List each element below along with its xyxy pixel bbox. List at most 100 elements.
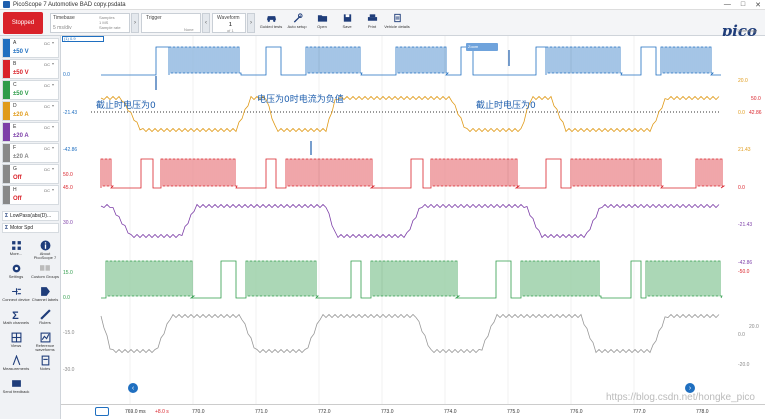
channel-b[interactable]: B ±50 V DC ▾: [2, 59, 59, 79]
chevron-down-icon[interactable]: ▾: [52, 61, 55, 66]
channel-g[interactable]: G Off DC ▾: [2, 164, 59, 184]
oscilloscope-plot[interactable]: (1) 0.9 Zoom 截止时电压为0 电压为0时电流为负值 截止时电压为0 …: [61, 36, 765, 419]
channel-coupling[interactable]: DC: [44, 62, 50, 67]
minimize-button[interactable]: —: [723, 1, 731, 8]
math-channel-label: LowPass(abs(D)...: [10, 213, 52, 219]
ruler-tag[interactable]: (1) 0.9: [62, 36, 104, 42]
side-tool-channel-labels[interactable]: Channel labels: [31, 284, 59, 312]
waveform-next-button[interactable]: ›: [247, 13, 255, 33]
time-tick: 777.0: [633, 409, 646, 415]
chevron-down-icon[interactable]: ▾: [52, 82, 55, 87]
scroll-left-button[interactable]: ‹: [128, 383, 138, 393]
chevron-down-icon[interactable]: ▾: [52, 103, 55, 108]
annotation-3: 截止时电压为0: [476, 101, 536, 111]
math-channel-2[interactable]: Σ Motor Spd: [2, 223, 59, 233]
channel-coupling[interactable]: DC: [44, 167, 50, 172]
side-tool-measurements[interactable]: Measurements: [2, 353, 30, 381]
chevron-down-icon[interactable]: ▾: [52, 40, 55, 45]
channel-d-trace: [100, 95, 720, 133]
chevron-down-icon[interactable]: ▾: [52, 166, 55, 171]
right-axis-tick: 0.0: [738, 110, 745, 116]
channel-coupling[interactable]: DC: [44, 125, 50, 130]
time-tick: 772.0: [318, 409, 331, 415]
auto-setup-button[interactable]: Auto setup: [284, 13, 310, 33]
side-tool-label: Views: [10, 343, 22, 348]
channel-c[interactable]: C ±50 V DC ▾: [2, 80, 59, 100]
trigger-prev-button[interactable]: ‹: [202, 13, 210, 33]
timebase-next-button[interactable]: ›: [131, 13, 139, 33]
side-tool-label: About PicoScope 7: [33, 251, 57, 260]
car-icon: [266, 16, 276, 22]
channel-coupling[interactable]: DC: [44, 41, 50, 46]
timebase-control[interactable]: Timebase 5 ms/div Samples 1 MS Sample ra…: [50, 13, 130, 33]
run-stop-button[interactable]: Stopped: [3, 12, 43, 34]
channel-f[interactable]: F ±20 A DC ▾: [2, 143, 59, 163]
channel-range[interactable]: ±20 A: [13, 112, 29, 118]
channel-coupling[interactable]: DC: [44, 104, 50, 109]
print-button[interactable]: Print: [359, 13, 385, 33]
channel-range[interactable]: Off: [13, 196, 22, 202]
side-tool-label: Settings: [8, 274, 24, 279]
scroll-right-button[interactable]: ›: [685, 383, 695, 393]
ruler-handle[interactable]: [95, 407, 109, 416]
time-tick: 778.0: [696, 409, 709, 415]
channel-color-bar: [3, 81, 10, 99]
sigma-icon: Σ: [12, 310, 19, 320]
channel-coupling[interactable]: DC: [44, 83, 50, 88]
chevron-down-icon[interactable]: ▾: [52, 145, 55, 150]
channel-coupling[interactable]: DC: [44, 188, 50, 193]
ab-icon: [39, 265, 50, 271]
side-tool-label: Measurements: [2, 366, 30, 371]
views-icon: [11, 332, 21, 343]
zoom-overview[interactable]: Zoom: [466, 43, 498, 51]
channel-range[interactable]: ±20 A: [13, 133, 29, 139]
side-tool-notes[interactable]: Notes: [31, 353, 59, 381]
samples-label: Samples: [99, 15, 115, 20]
channel-range[interactable]: ±50 V: [13, 91, 29, 97]
save-button[interactable]: Save: [334, 13, 360, 33]
open-button[interactable]: Open: [309, 13, 335, 33]
channel-d[interactable]: D ±20 A DC ▾: [2, 101, 59, 121]
trigger-control[interactable]: Trigger None: [141, 13, 201, 33]
waveform-canvas: [91, 36, 726, 404]
channel-h[interactable]: H Off DC ▾: [2, 185, 59, 205]
side-tool-more[interactable]: More...: [2, 238, 30, 266]
ruler-delta: +8.0 s: [155, 409, 169, 415]
waveform-value: 1: [229, 22, 232, 28]
trigger-mode: None: [184, 27, 194, 32]
grid-icon: [11, 241, 21, 250]
side-tool-custom-groups[interactable]: Custom Groups: [31, 261, 59, 289]
channel-e[interactable]: E ±20 A DC ▾: [2, 122, 59, 142]
chevron-down-icon[interactable]: ▾: [52, 187, 55, 192]
main-toolbar: Stopped Timebase 5 ms/div Samples 1 MS S…: [0, 10, 765, 40]
channel-a-trace: [101, 46, 721, 76]
left-axis-tick: -15.0: [63, 330, 75, 336]
side-tool-label: Reference waveforms: [35, 343, 55, 352]
math-channel-1[interactable]: Σ LowPass(abs(D)...: [2, 211, 59, 221]
side-tool-math-channels[interactable]: Σ Math channels: [2, 307, 30, 335]
chevron-down-icon[interactable]: ▾: [52, 124, 55, 129]
side-tool-label: Connect device: [2, 297, 30, 302]
side-tool-reference-waveforms[interactable]: Reference waveforms: [31, 330, 59, 358]
vehicle-details-label: Vehicle details: [384, 24, 410, 29]
side-tool-views[interactable]: Views: [2, 330, 30, 358]
channel-b-trace: [100, 158, 726, 189]
channel-c-trace: [101, 260, 723, 299]
channel-range[interactable]: Off: [13, 175, 22, 181]
channel-range[interactable]: ±20 A: [13, 154, 29, 160]
channel-coupling[interactable]: DC: [44, 146, 50, 151]
right-axis-tick: 50.0: [751, 96, 761, 102]
vehicle-details-button[interactable]: Vehicle details: [384, 13, 410, 33]
side-tool-rulers[interactable]: Rulers: [31, 307, 59, 335]
maximize-button[interactable]: □: [740, 1, 746, 8]
channel-range[interactable]: ±50 V: [13, 49, 29, 55]
channel-a[interactable]: A ±50 V DC ▾: [2, 38, 59, 58]
side-tool-settings[interactable]: Settings: [2, 261, 30, 289]
channel-range[interactable]: ±50 V: [13, 70, 29, 76]
close-button[interactable]: ✕: [755, 2, 761, 9]
waveform-control[interactable]: Waveform 1 of 1: [212, 13, 246, 33]
guided-tests-button[interactable]: Guided tests: [258, 13, 284, 33]
side-tool-connect-device[interactable]: Connect device: [2, 284, 30, 312]
side-tool-about-picoscope-7[interactable]: About PicoScope 7: [31, 238, 59, 266]
side-tool-send-feedback[interactable]: Send feedback: [2, 376, 30, 404]
